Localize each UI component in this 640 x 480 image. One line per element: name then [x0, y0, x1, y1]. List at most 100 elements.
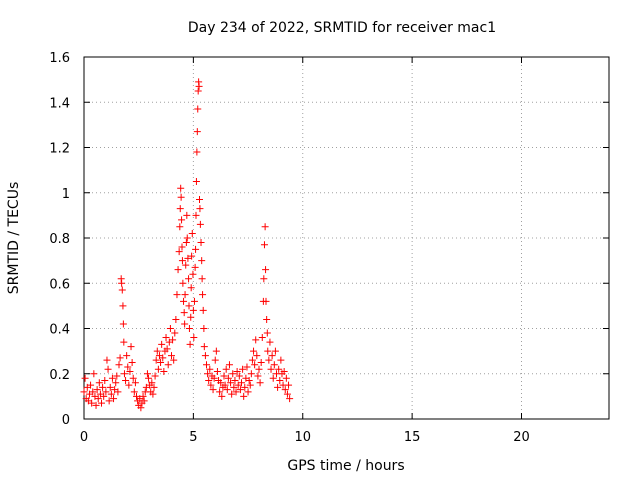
data-point [124, 363, 132, 371]
data-point [162, 334, 170, 342]
data-point [209, 386, 217, 394]
data-point [120, 338, 128, 346]
data-point [198, 257, 206, 265]
data-point [180, 297, 188, 305]
data-point [280, 367, 288, 375]
y-tick-label: 0.2 [49, 368, 70, 383]
data-point [195, 82, 203, 90]
data-point [236, 386, 244, 394]
data-point [114, 388, 122, 396]
data-point [113, 372, 121, 380]
data-point [194, 87, 202, 95]
data-point [177, 193, 185, 201]
data-point [178, 257, 186, 265]
data-point [106, 383, 114, 391]
data-point [221, 381, 229, 389]
data-point [222, 365, 230, 373]
x-tick-label: 20 [513, 430, 530, 445]
data-point [250, 347, 258, 355]
data-point [211, 356, 219, 364]
data-point [149, 390, 157, 398]
y-axis-title: SRMTID / TECUs [6, 182, 22, 295]
data-point [176, 205, 184, 213]
data-point [140, 397, 148, 405]
data-point [172, 315, 180, 323]
data-point [182, 261, 190, 269]
data-point [126, 367, 134, 375]
data-point [153, 347, 161, 355]
data-point [184, 254, 192, 262]
data-point [151, 372, 159, 380]
data-point [99, 383, 107, 391]
data-point [224, 374, 232, 382]
gridlines [84, 57, 609, 419]
data-point [105, 397, 113, 405]
data-point [180, 309, 188, 317]
data-point [256, 379, 264, 387]
y-tick-label: 0.8 [49, 232, 70, 247]
data-point [101, 377, 109, 385]
data-point [212, 347, 220, 355]
data-point [260, 275, 268, 283]
data-point [130, 388, 138, 396]
data-point [227, 379, 235, 387]
data-point [233, 367, 241, 375]
data-point [252, 336, 260, 344]
data-point [199, 291, 207, 299]
x-tick-label: 5 [189, 430, 197, 445]
data-point [104, 365, 112, 373]
data-point [192, 245, 200, 253]
data-point [169, 336, 177, 344]
data-point [275, 365, 283, 373]
data-point [276, 377, 284, 385]
data-point [263, 329, 271, 337]
data-point [116, 354, 124, 362]
data-point [187, 313, 195, 321]
data-point [285, 381, 293, 389]
data-point [210, 374, 218, 382]
data-point [230, 383, 238, 391]
data-point [265, 356, 273, 364]
data-point [119, 320, 127, 328]
data-point [282, 374, 290, 382]
data-point [118, 279, 126, 287]
data-point [190, 297, 198, 305]
data-point [164, 361, 172, 369]
data-point [243, 363, 251, 371]
data-point [225, 361, 233, 369]
data-point [127, 343, 135, 351]
data-point [188, 229, 196, 237]
data-point [255, 365, 263, 373]
data-point [216, 388, 224, 396]
data-point [122, 377, 130, 385]
x-axis-title: GPS time / hours [287, 458, 404, 474]
data-point [283, 390, 291, 398]
data-point [228, 390, 236, 398]
y-tick-label: 0 [62, 413, 70, 428]
data-point [178, 243, 186, 251]
y-tick-label: 1.2 [49, 142, 70, 157]
data-point [95, 379, 103, 387]
data-point [264, 347, 272, 355]
data-point [118, 286, 126, 294]
data-point [286, 395, 294, 403]
data-point [185, 302, 193, 310]
data-point [80, 388, 88, 396]
data-point [198, 275, 206, 283]
data-point [187, 284, 195, 292]
data-point [158, 340, 166, 348]
data-point [152, 356, 160, 364]
data-point [254, 372, 262, 380]
data-point [191, 263, 199, 271]
data-point [115, 361, 123, 369]
data-point [89, 388, 97, 396]
data-point [200, 325, 208, 332]
data-point [229, 370, 237, 378]
data-point [213, 367, 221, 375]
data-point [98, 399, 105, 407]
x-tick-label: 0 [80, 430, 88, 445]
data-point [154, 365, 162, 373]
data-point [274, 383, 282, 391]
data-point [196, 205, 204, 213]
data-point [246, 381, 254, 389]
